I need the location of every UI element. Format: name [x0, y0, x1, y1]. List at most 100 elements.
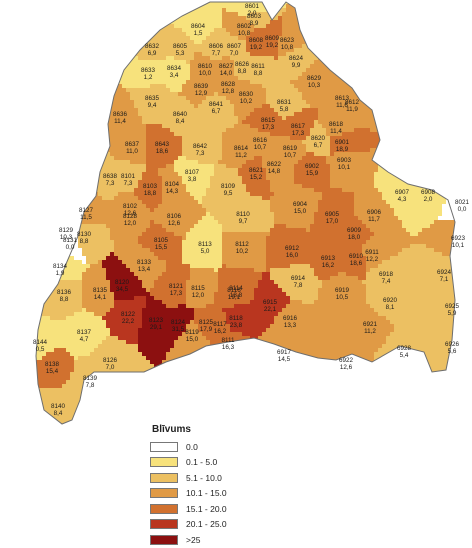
- map-cell-8633-1753: [130, 64, 135, 69]
- map-cell-8643-4028: [158, 148, 163, 153]
- map-cell-8636-2274: [54, 84, 59, 89]
- map-cell-8612-2351: [362, 84, 367, 89]
- map-cell-8616-3733: [274, 136, 279, 141]
- map-cell-8605-1114: [166, 40, 171, 45]
- map-cell-8622-4601: [290, 168, 295, 173]
- map-cell-8607-1349: [242, 48, 247, 53]
- map-cell-8619-4058: [278, 148, 283, 153]
- map-cell-8632-220: [46, 8, 51, 13]
- map-cell-8605-1223: [170, 44, 175, 49]
- map-cell-8127-4980: [78, 184, 83, 189]
- map-cell-8636-2829: [114, 104, 119, 109]
- map-cell-8605-1550: [182, 56, 187, 61]
- map-cell-8620-3849: [306, 140, 311, 145]
- map-cell-8626-1565: [242, 56, 247, 61]
- map-cell-8638-4109: [50, 152, 55, 157]
- map-cell-6908-3671: [458, 132, 463, 137]
- map-cell-8628-2212: [238, 80, 243, 85]
- map-cell-8127-4975: [58, 184, 63, 189]
- map-cell-6908-4640: [446, 168, 451, 173]
- map-cell-8623-723: [330, 24, 335, 29]
- map-cell-8614-3506: [230, 128, 235, 133]
- map-cell-8627-1992: [222, 72, 227, 77]
- map-cell-8612-2678: [374, 96, 379, 101]
- map-cell-8612-2672: [350, 96, 355, 101]
- map-cell-8636-3135: [42, 116, 47, 121]
- map-cell-8608-1026: [246, 36, 251, 41]
- map-cell-8636-2508: [126, 92, 131, 97]
- map-cell-8635-3053: [146, 112, 151, 117]
- map-cell-8633-1196: [62, 44, 67, 49]
- map-cell-8626-2106: [246, 76, 251, 81]
- map-cell-8021-4857: [450, 176, 455, 181]
- map-cell-8613-2882: [326, 104, 331, 109]
- map-cell-8107-4687: [202, 172, 207, 177]
- map-cell-8623-1042: [310, 36, 315, 41]
- map-cell-8612-532: [430, 16, 435, 21]
- map-cell-6908-3558: [438, 128, 443, 133]
- map-cell-8628-2426: [230, 88, 235, 93]
- map-cell-8604-1015: [202, 36, 207, 41]
- map-cell-6908-3020: [446, 108, 451, 113]
- map-cell-8636-2926: [70, 108, 75, 113]
- map-cell-8627-1886: [230, 68, 235, 73]
- map-cell-8612-3444: [414, 124, 419, 129]
- map-cell-8641-3182: [230, 116, 235, 121]
- map-cell-8631-2760: [270, 100, 275, 105]
- map-cell-6907-4415: [410, 160, 415, 165]
- map-cell-8632-765: [66, 28, 71, 33]
- map-cell-8617-3092: [302, 112, 307, 117]
- map-cell-8127-4324: [46, 160, 51, 165]
- map-cell-8623-191: [362, 4, 367, 9]
- map-cell-8629-1913: [338, 68, 343, 73]
- map-cell-8609-709: [274, 24, 279, 29]
- map-cell-8612-2143: [394, 76, 399, 81]
- map-cell-8603-487: [250, 16, 255, 21]
- map-cell-8617-3415: [298, 124, 303, 129]
- map-cell-6902-4824: [318, 176, 323, 181]
- map-cell-8612-1061: [386, 36, 391, 41]
- map-cell-8616-3618: [246, 132, 251, 137]
- map-cell-8603-486: [246, 16, 251, 21]
- map-cell-8622-4703: [266, 172, 271, 177]
- map-cell-8624-1473: [306, 52, 311, 57]
- map-cell-8643-4248: [174, 156, 179, 161]
- map-cell-8622-4165: [274, 152, 279, 157]
- map-cell-8610-1988: [206, 72, 211, 77]
- map-cell-8633-1638: [102, 60, 107, 65]
- map-cell-8637-4346: [134, 160, 139, 165]
- map-cell-8612-1393: [418, 48, 423, 53]
- map-cell-8612-3432: [366, 124, 371, 129]
- map-cell-8640-2845: [178, 104, 183, 109]
- map-cell-8602-374: [230, 12, 235, 17]
- map-cell-8622-4600: [286, 168, 291, 173]
- map-cell-8602-483: [234, 16, 239, 21]
- map-cell-8623-927: [282, 32, 287, 37]
- map-cell-8623-395: [314, 12, 319, 17]
- map-cell-8627-1668: [222, 60, 227, 65]
- map-cell-8602-264: [222, 8, 227, 13]
- map-cell-8633-1414: [70, 52, 75, 57]
- map-cell-8640-3167: [170, 116, 175, 121]
- map-cell-8612-99: [426, 2, 431, 5]
- map-cell-8636-3479: [122, 128, 127, 133]
- map-cell-8633-2082: [150, 76, 155, 81]
- map-cell-8632-994: [118, 36, 123, 41]
- map-cell-8612-3215: [362, 116, 367, 121]
- map-cell-8632-345: [114, 12, 119, 17]
- map-cell-8636-2180: [110, 80, 115, 85]
- map-cell-8607-1347: [234, 48, 239, 53]
- map-cell-8630-2325: [258, 84, 263, 89]
- map-cell-8638-4110: [54, 152, 59, 157]
- map-cell-8612-1596: [366, 56, 371, 61]
- map-cell-8640-2954: [182, 108, 187, 113]
- map-cell-6908-4524: [414, 164, 419, 169]
- map-cell-6908-3664: [430, 132, 435, 137]
- map-cell-8636-2059: [58, 76, 63, 81]
- map-cell-6903-4399: [346, 160, 351, 165]
- map-cell-8633-1527: [90, 56, 95, 61]
- map-cell-8636-1620: [30, 60, 35, 65]
- map-cell-8616-3944: [254, 144, 259, 149]
- map-cell-8629-2339: [314, 84, 319, 89]
- map-cell-8602-696: [222, 24, 227, 29]
